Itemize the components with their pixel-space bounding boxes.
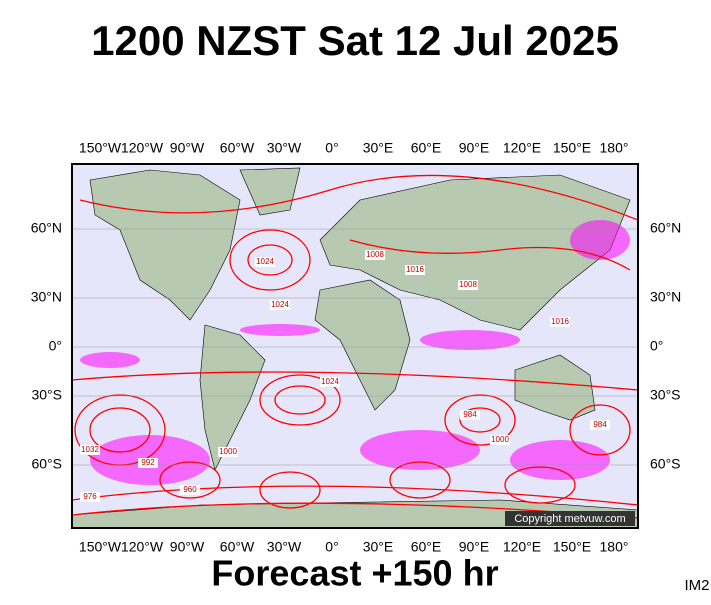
lon-label-bottom: 150°E bbox=[553, 539, 591, 555]
isobar-label-bg bbox=[218, 447, 238, 457]
lat-label-left: 60°S bbox=[31, 456, 62, 472]
isobar-label-bg bbox=[80, 445, 100, 455]
north-america bbox=[89, 169, 241, 321]
isobar-label-bg bbox=[270, 300, 290, 310]
isobar-label: 1000 bbox=[219, 447, 237, 456]
lon-label-bottom: 180° bbox=[600, 539, 629, 555]
lon-label-bottom: 90°E bbox=[459, 539, 490, 555]
copyright: Copyright metvuw.com bbox=[514, 513, 625, 525]
isobar-label-bg bbox=[458, 280, 478, 290]
africa bbox=[314, 279, 411, 411]
lon-label-bottom: 30°E bbox=[363, 539, 394, 555]
lon-label-bottom: 120°W bbox=[121, 539, 164, 555]
isobar-label: 960 bbox=[183, 485, 197, 494]
isobar-label: 1000 bbox=[491, 435, 509, 444]
isobar-label: 1016 bbox=[406, 265, 424, 274]
axis-labels: 150°W150°W120°W120°W90°W90°W60°W60°W30°W… bbox=[31, 140, 682, 555]
isobar-label-bg bbox=[490, 435, 510, 445]
lat-label-right: 60°N bbox=[650, 220, 681, 236]
isobar-labels: 1024 1024 1008 1016 1008 1024 1000 984 976 1032 96… bbox=[80, 250, 610, 502]
isobar-label: 1008 bbox=[366, 250, 384, 259]
lon-label-top: 150°E bbox=[553, 140, 591, 156]
isobar-label-bg bbox=[320, 377, 340, 387]
map-frame bbox=[71, 163, 639, 529]
isobar-label: 1024 bbox=[321, 377, 339, 386]
lon-label-top: 90°W bbox=[170, 140, 205, 156]
isobar-label: 1016 bbox=[551, 317, 569, 326]
lon-label-bottom: 60°W bbox=[220, 539, 255, 555]
australia bbox=[514, 354, 596, 421]
lon-label-bottom: 60°E bbox=[411, 539, 442, 555]
isobar-label: 984 bbox=[463, 410, 477, 419]
south-america bbox=[199, 324, 266, 471]
lat-label-right: 0° bbox=[650, 338, 663, 354]
isobar-label-bg bbox=[550, 317, 570, 327]
lon-label-top: 60°E bbox=[411, 140, 442, 156]
lon-label-top: 30°W bbox=[267, 140, 302, 156]
lon-label-top: 90°E bbox=[459, 140, 490, 156]
lat-label-right: 60°S bbox=[650, 456, 681, 472]
isobar-label: 984 bbox=[593, 420, 607, 429]
map-area: 1024 1024 1008 1016 1008 1024 1000 984 976 1032 96… bbox=[72, 164, 638, 528]
isobar-label-bg bbox=[405, 265, 425, 275]
lon-label-top: 180° bbox=[600, 140, 629, 156]
isobar-label-bg bbox=[180, 485, 200, 495]
isobar-label: 1024 bbox=[271, 300, 289, 309]
image-code: IM2 bbox=[684, 577, 709, 594]
lat-label-right: 30°N bbox=[650, 289, 681, 305]
lat-label-left: 30°N bbox=[31, 289, 62, 305]
lon-label-top: 30°E bbox=[363, 140, 394, 156]
land bbox=[72, 167, 638, 528]
lon-label-top: 120°E bbox=[503, 140, 541, 156]
lon-label-bottom: 120°E bbox=[503, 539, 541, 555]
lon-label-top: 150°W bbox=[79, 140, 122, 156]
isobar-label: 1024 bbox=[256, 257, 274, 266]
isobar-label-bg bbox=[590, 420, 610, 430]
lon-label-bottom: 30°W bbox=[267, 539, 302, 555]
lon-label-top: 0° bbox=[325, 140, 338, 156]
isobar-label: 1032 bbox=[81, 445, 99, 454]
forecast-label: Forecast +150 hr bbox=[211, 553, 498, 594]
isobar-label-bg bbox=[138, 458, 158, 468]
isobar-label-bg bbox=[365, 250, 385, 260]
precipitation bbox=[80, 220, 630, 485]
isobar-label-bg bbox=[460, 410, 480, 420]
isobar-label-bg bbox=[255, 257, 275, 267]
isobar-label-bg bbox=[80, 492, 100, 502]
isobar-label: 992 bbox=[141, 458, 155, 467]
lat-label-right: 30°S bbox=[650, 387, 681, 403]
antarctica bbox=[72, 499, 638, 528]
title: 1200 NZST Sat 12 Jul 2025 bbox=[91, 17, 619, 64]
isobar-label: 1008 bbox=[459, 280, 477, 289]
lon-label-bottom: 0° bbox=[325, 539, 338, 555]
graticule bbox=[72, 228, 638, 466]
lon-label-top: 120°W bbox=[121, 140, 164, 156]
lon-label-bottom: 90°W bbox=[170, 539, 205, 555]
lon-label-bottom: 150°W bbox=[79, 539, 122, 555]
lat-label-left: 0° bbox=[49, 338, 62, 354]
greenland bbox=[239, 167, 301, 216]
copyright-box bbox=[505, 511, 635, 526]
lat-label-left: 30°S bbox=[31, 387, 62, 403]
isobar-label: 976 bbox=[83, 492, 97, 501]
lat-label-left: 60°N bbox=[31, 220, 62, 236]
lon-label-top: 60°W bbox=[220, 140, 255, 156]
